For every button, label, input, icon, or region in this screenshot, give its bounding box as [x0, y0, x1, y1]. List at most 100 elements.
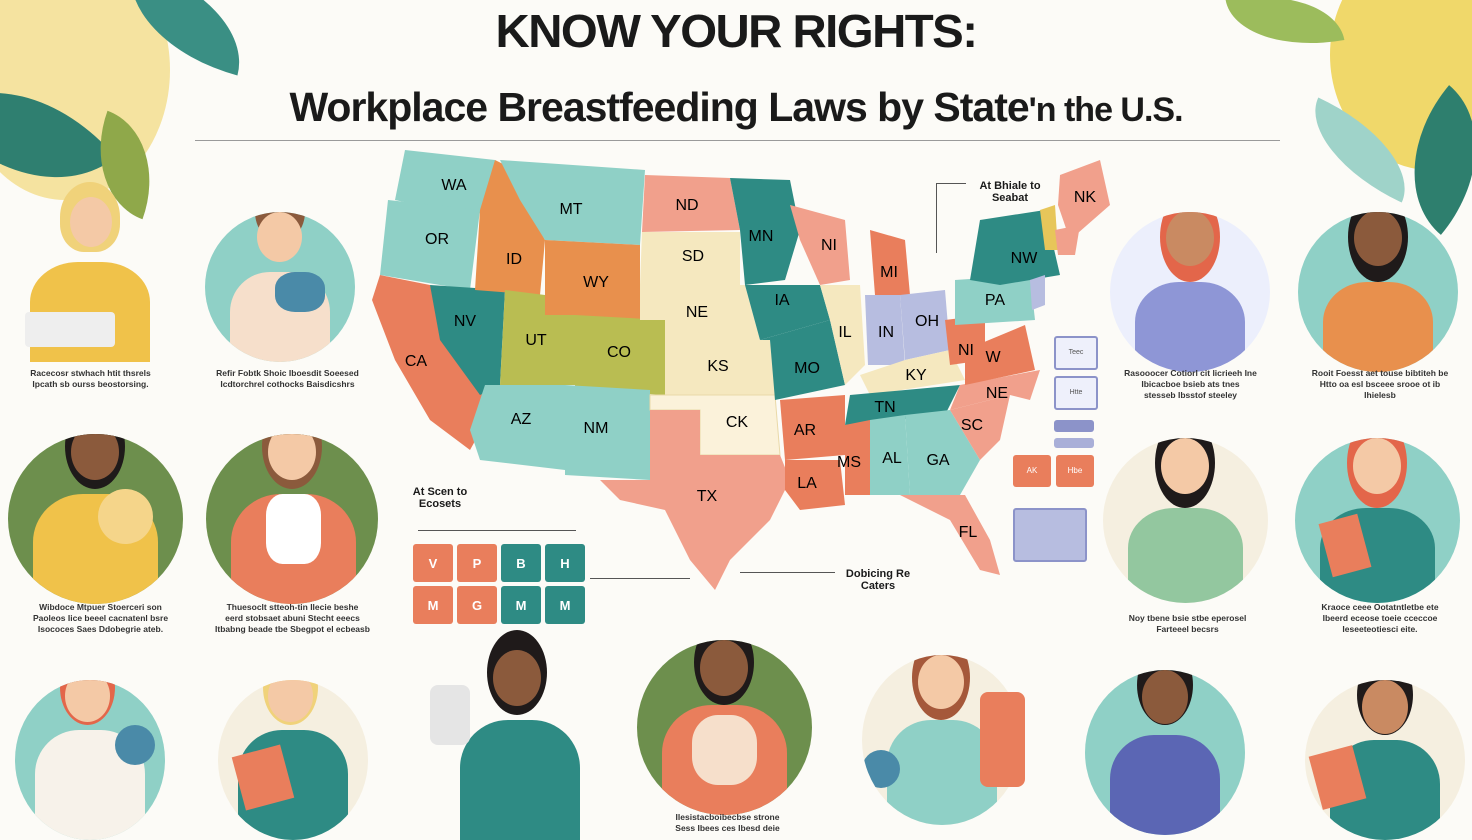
portrait-13	[862, 655, 1022, 825]
callout-top-line	[936, 183, 937, 253]
state-me	[1058, 160, 1110, 240]
state-ut	[500, 290, 575, 385]
callout-left-text: At Scen to Ecosets	[412, 486, 468, 510]
caption-4: Thuesoclt stteoh-tin Ilecie beshe eerd s…	[215, 602, 370, 634]
state-wa	[395, 150, 500, 215]
state-pa	[955, 275, 1035, 325]
svg-text:IL: IL	[838, 324, 851, 341]
callout-top-text: At Bhiale to Seabat	[979, 180, 1041, 204]
state-ar	[780, 395, 845, 460]
svg-text:AZ: AZ	[511, 411, 532, 428]
legend-tile[interactable]: M	[501, 586, 541, 624]
svg-text:OR: OR	[425, 231, 449, 248]
svg-text:UT: UT	[525, 332, 547, 349]
portrait-8	[1295, 438, 1460, 603]
svg-text:ID: ID	[506, 251, 522, 268]
svg-text:TX: TX	[697, 488, 718, 505]
legend-tile[interactable]: B	[501, 544, 541, 582]
svg-text:CO: CO	[607, 344, 631, 361]
svg-text:MT: MT	[559, 201, 582, 218]
side-box-4[interactable]	[1054, 438, 1094, 448]
state-ca	[372, 275, 495, 450]
side-box-label: AK	[1026, 466, 1038, 475]
side-box-cooler[interactable]	[1013, 508, 1087, 562]
state-sc	[950, 395, 1010, 460]
svg-text:FL: FL	[959, 524, 978, 541]
legend-tile[interactable]: G	[457, 586, 497, 624]
portrait-1	[15, 182, 165, 362]
state-ne	[640, 285, 760, 340]
svg-text:NK: NK	[1074, 189, 1097, 206]
caption-6: Rooit Foesst aet touse bibtiteh be Htto …	[1311, 368, 1449, 400]
portrait-6	[206, 434, 378, 604]
svg-text:GA: GA	[926, 452, 949, 469]
state-mo	[760, 320, 845, 400]
state-mt	[500, 160, 645, 245]
side-box-5[interactable]: AK	[1013, 455, 1051, 487]
state-ky	[860, 350, 965, 395]
svg-text:LA: LA	[797, 475, 817, 492]
caption-5: Rasooocer Cotiorl cit licrieeh Ine Ibica…	[1124, 368, 1257, 400]
state-ma	[1055, 225, 1080, 255]
svg-text:NI: NI	[821, 237, 837, 254]
callout-bottom-line	[590, 578, 690, 579]
svg-text:OH: OH	[915, 313, 939, 330]
portrait-5	[8, 434, 183, 604]
state-sd	[640, 232, 740, 285]
callout-left-line	[418, 530, 576, 531]
side-box-label: Teec	[1068, 349, 1084, 356]
side-box-6[interactable]: Hbe	[1056, 455, 1094, 487]
callout-top-line-h	[936, 183, 966, 184]
subtitle-main: Workplace Breastfeeding Laws by State	[289, 84, 1029, 130]
legend-tile[interactable]: M	[545, 586, 585, 624]
portrait-9	[15, 680, 165, 840]
caption-9: Ilesistacboibecbse strone Sess Ibees ces…	[675, 812, 780, 833]
svg-text:MS: MS	[837, 454, 861, 471]
svg-text:CA: CA	[405, 353, 428, 370]
caption-3: Wibdoce Mtpuer Stoerceri son Paoleos Iic…	[32, 602, 169, 634]
state-nd	[642, 175, 740, 232]
legend-tile[interactable]: P	[457, 544, 497, 582]
svg-text:SC: SC	[961, 417, 983, 434]
portrait-10	[218, 680, 368, 840]
portrait-4	[1298, 212, 1458, 372]
legend-tile[interactable]: H	[545, 544, 585, 582]
subtitle-tail: 'n the U.S.	[1028, 91, 1184, 129]
portrait-11	[425, 630, 595, 840]
legend-tile[interactable]: M	[413, 586, 453, 624]
state-mi	[870, 230, 910, 295]
portrait-7	[1103, 438, 1268, 603]
state-ms	[845, 420, 870, 495]
page-subtitle: Workplace Breastfeeding Laws by State'n …	[0, 84, 1472, 131]
side-box-2[interactable]: Htte	[1054, 376, 1098, 410]
state-nm	[565, 385, 650, 480]
bottle-decoration	[980, 692, 1025, 787]
svg-text:NW: NW	[1011, 250, 1039, 267]
state-in	[865, 295, 905, 365]
caption-2: Refir Fobtk Shoic Iboesdit Soeesed Icdto…	[216, 368, 359, 389]
svg-text:KY: KY	[905, 367, 927, 384]
side-box-label: Htte	[1069, 389, 1083, 396]
state-la	[785, 460, 845, 510]
caption-1: Racecosr stwhach htit thsrels Ipcath sb …	[30, 368, 151, 389]
state-oh	[900, 290, 950, 360]
state-nv	[430, 285, 505, 395]
svg-text:IA: IA	[774, 292, 789, 309]
svg-text:W: W	[985, 349, 1001, 366]
state-mn	[730, 178, 800, 285]
side-box-3[interactable]	[1054, 420, 1094, 432]
state-nj	[1030, 275, 1045, 310]
state-id	[475, 160, 545, 295]
side-box-1[interactable]: Teec	[1054, 336, 1098, 370]
svg-text:CK: CK	[726, 414, 749, 431]
svg-text:ND: ND	[675, 197, 698, 214]
state-fl	[900, 495, 1000, 575]
svg-text:WA: WA	[441, 177, 467, 194]
side-box-label: Hbe	[1067, 466, 1083, 475]
portrait-3	[1110, 212, 1270, 372]
portrait-2	[205, 212, 355, 362]
svg-text:TN: TN	[874, 399, 895, 416]
legend-tile[interactable]: V	[413, 544, 453, 582]
state-ny	[970, 210, 1060, 285]
title-divider	[195, 140, 1280, 141]
